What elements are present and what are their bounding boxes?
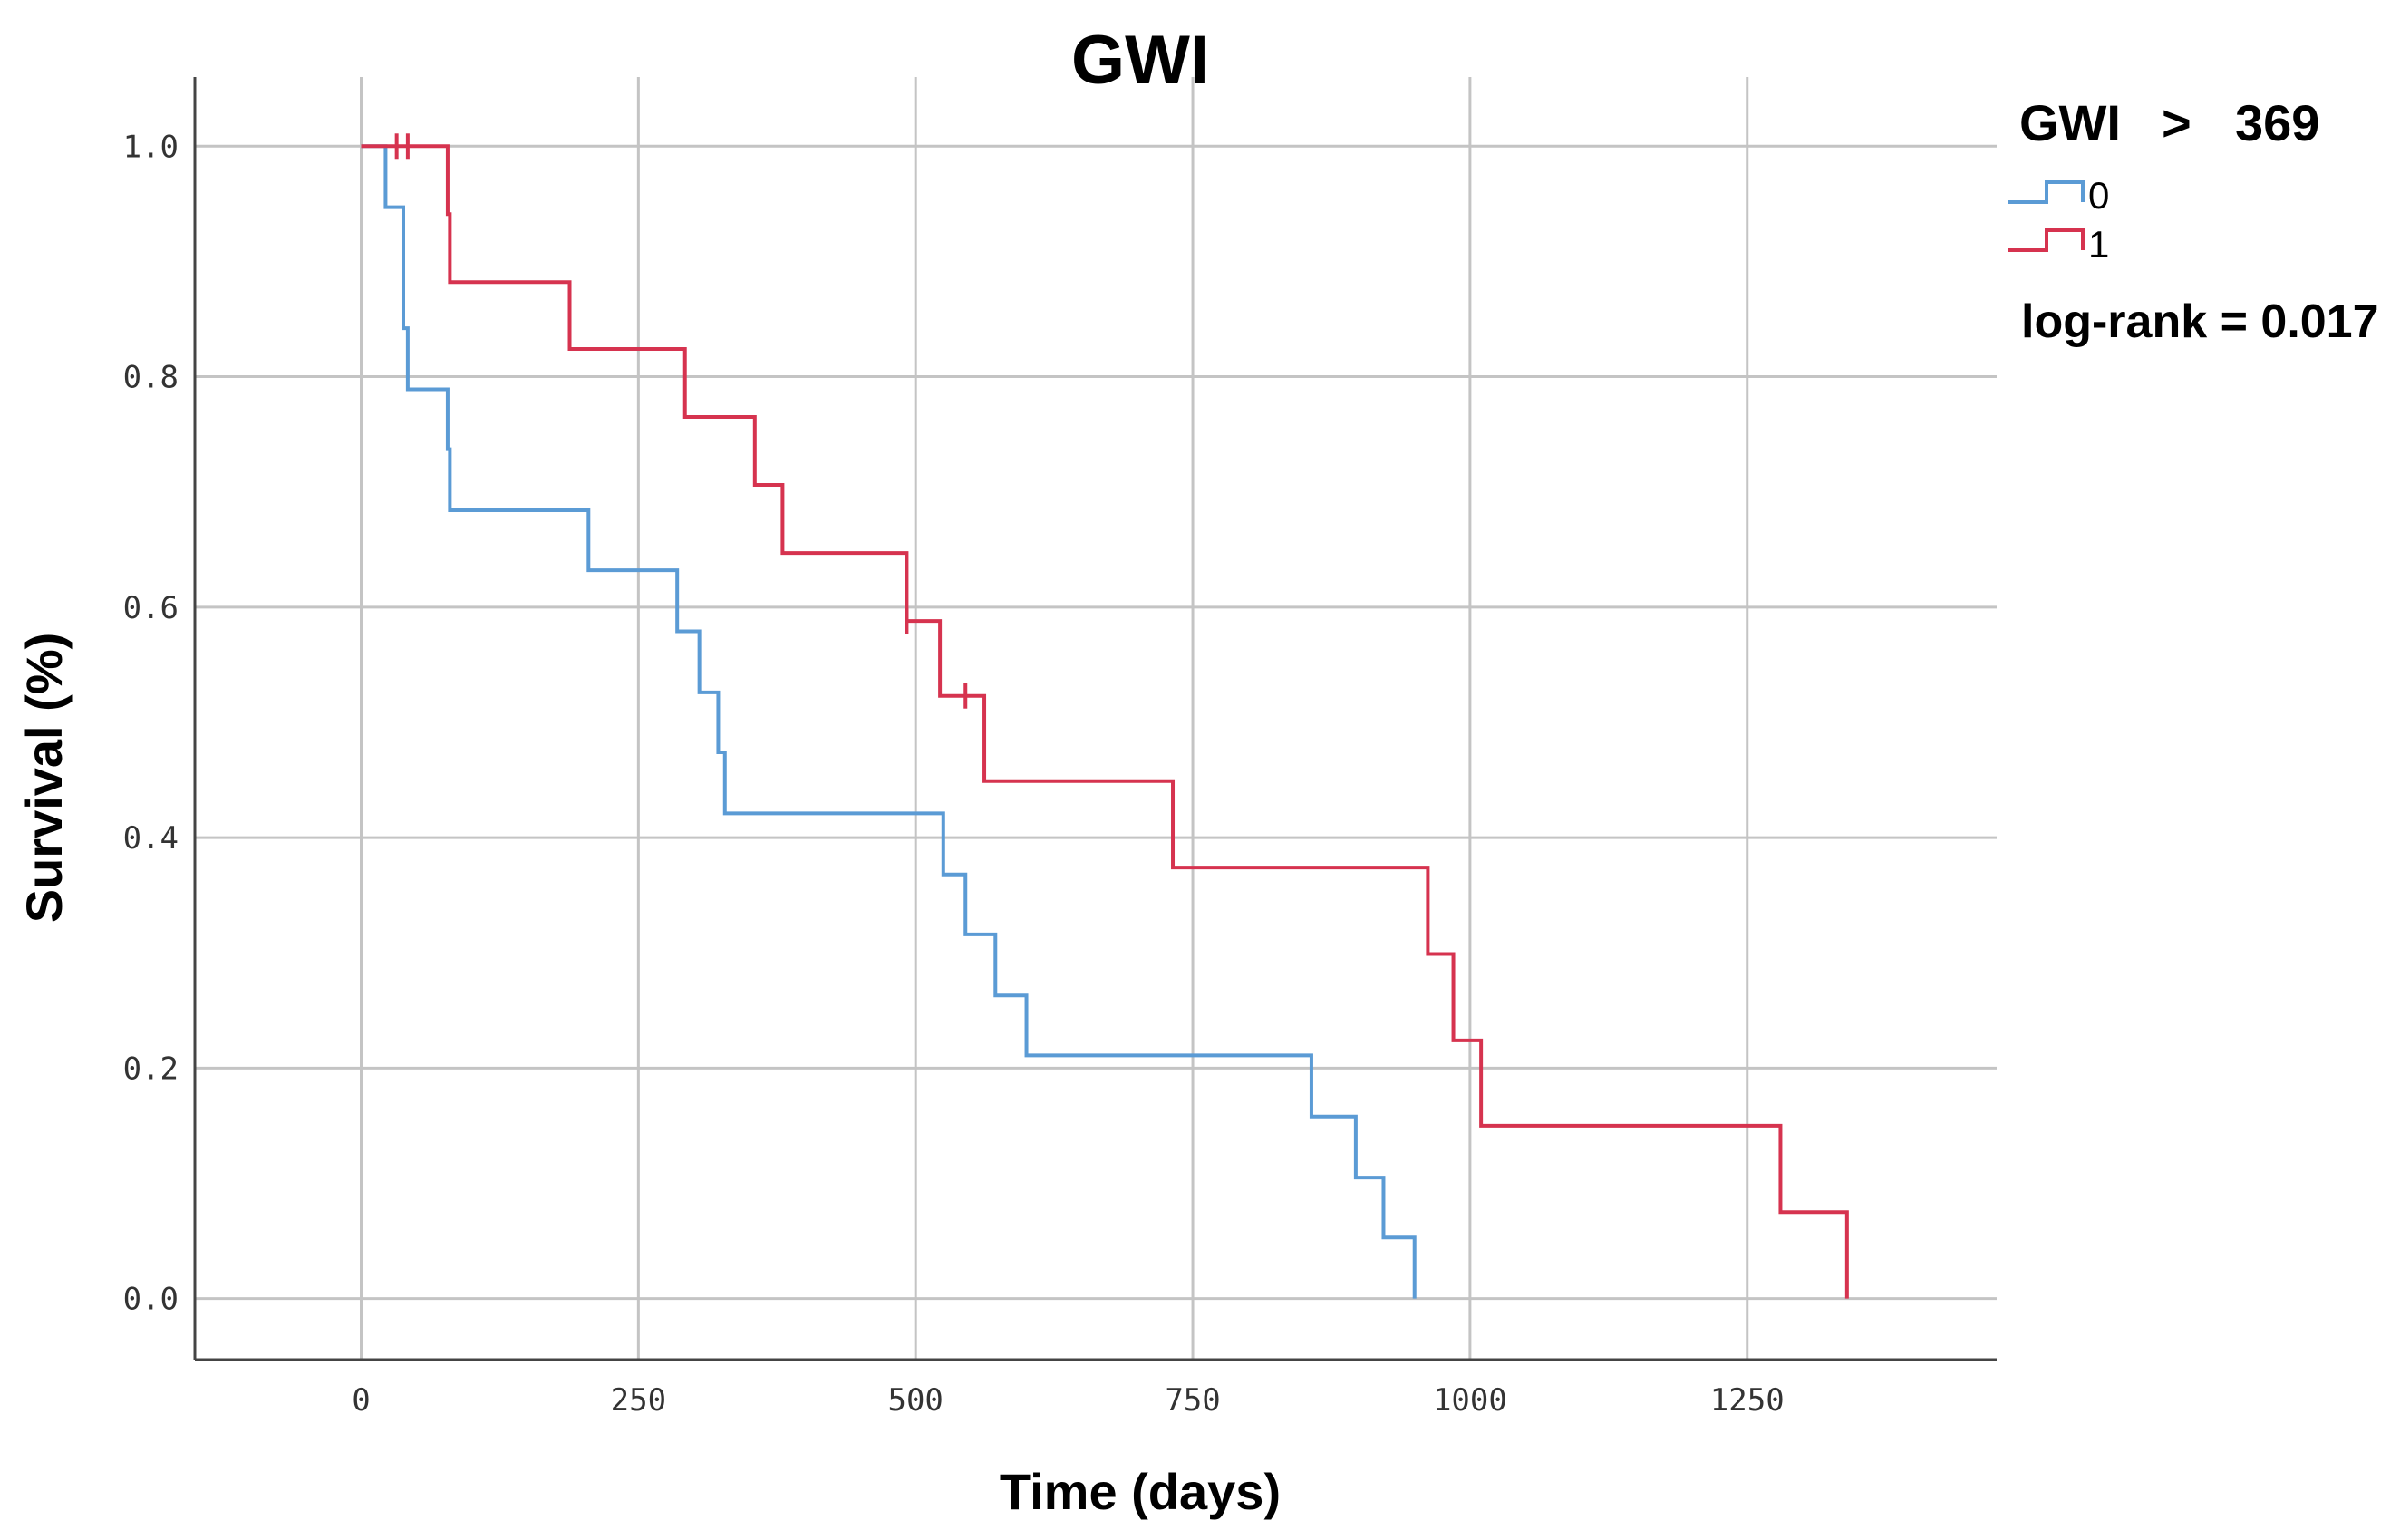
tick-labels: 0 250 500 750 1000 1250 0.0 0.2 0.4 0.6 0.8 1.0 xyxy=(123,129,1785,1419)
y-tick-label: 0.4 xyxy=(123,820,179,857)
y-tick-label: 0.0 xyxy=(123,1282,179,1318)
axes xyxy=(193,77,1997,1361)
x-tick-label: 1000 xyxy=(1433,1382,1507,1419)
series-group xyxy=(361,133,1849,1299)
x-tick-label: 750 xyxy=(1165,1382,1220,1419)
legend-swatch-1 xyxy=(2008,228,2085,252)
series-line-0 xyxy=(361,144,1417,1299)
grid xyxy=(195,77,1997,1360)
x-tick-label: 0 xyxy=(352,1382,370,1419)
legend-title-threshold: 369 xyxy=(2235,94,2319,151)
x-tick-label: 1250 xyxy=(1710,1382,1785,1419)
y-tick-label: 0.2 xyxy=(123,1051,179,1087)
legend-title-operator: > xyxy=(2162,94,2192,151)
x-tick-label: 500 xyxy=(887,1382,943,1419)
y-tick-label: 1.0 xyxy=(123,129,179,165)
series-line-1 xyxy=(361,144,1849,1299)
y-axis-title: Survival (%) xyxy=(15,633,73,924)
x-tick-label: 250 xyxy=(611,1382,666,1419)
y-tick-label: 0.6 xyxy=(123,590,179,626)
legend-swatch-0 xyxy=(2008,180,2085,204)
legend: GWI > 369 0 1 xyxy=(2008,94,2319,266)
log-rank-annotation: log-rank = 0.017 xyxy=(2021,295,2379,348)
chart-title: GWI xyxy=(1071,22,1209,99)
x-axis-title: Time (days) xyxy=(1000,1463,1281,1520)
legend-title-variable: GWI xyxy=(2019,94,2121,151)
legend-label-0: 0 xyxy=(2088,174,2109,217)
y-tick-label: 0.8 xyxy=(123,360,179,396)
legend-label-1: 1 xyxy=(2088,223,2109,266)
